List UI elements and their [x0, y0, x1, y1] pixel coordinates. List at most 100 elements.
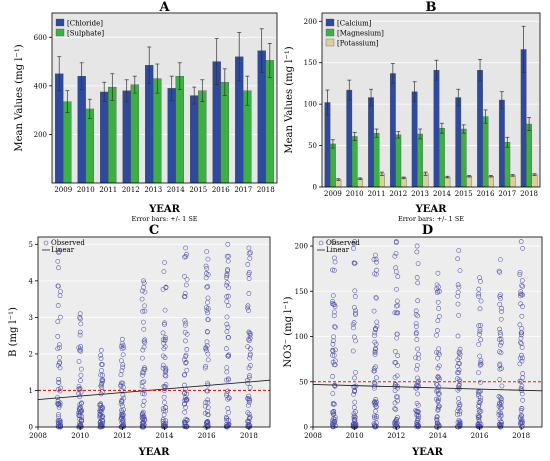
observed-point — [496, 394, 502, 399]
observed-point — [141, 413, 147, 419]
observed-point — [353, 312, 358, 318]
y-tick-label: 0 — [313, 184, 317, 192]
observed-point — [415, 313, 421, 319]
x-tick-label: 2013 — [411, 190, 429, 198]
observed-point — [352, 375, 357, 381]
observed-point — [100, 372, 105, 378]
x-tick-label: 2016 — [198, 432, 216, 440]
observed-point — [99, 362, 105, 367]
observed-point — [496, 337, 502, 342]
observed-point — [435, 328, 440, 333]
observed-point — [57, 402, 63, 408]
observed-point — [57, 388, 63, 394]
observed-point — [78, 424, 84, 429]
observed-point — [455, 289, 461, 295]
observed-point — [434, 414, 440, 420]
bar-sulphate-2011 — [108, 86, 117, 184]
y-axis-label: NO3⁻ (mg l⁻¹) — [283, 296, 294, 367]
observed-point-max — [456, 248, 462, 253]
observed-point — [162, 307, 168, 313]
observed-point — [99, 368, 104, 373]
observed-point — [205, 405, 211, 410]
observed-point — [246, 337, 251, 342]
observed-point — [182, 401, 187, 407]
observed-point — [161, 394, 167, 400]
observed-point — [497, 395, 503, 400]
observed-point — [519, 391, 525, 397]
observed-point — [183, 397, 189, 402]
observed-point — [393, 269, 399, 275]
observed-point — [329, 418, 335, 424]
observed-point — [373, 327, 378, 333]
bar-potassium-2015 — [466, 176, 473, 188]
observed-point — [184, 367, 190, 373]
observed-point — [98, 401, 104, 407]
y-tick-label: 100 — [304, 101, 317, 109]
observed-point — [120, 416, 126, 422]
observed-point — [56, 412, 61, 417]
observed-point — [139, 370, 145, 376]
observed-point — [162, 335, 168, 340]
observed-point — [455, 301, 461, 307]
bar-sulphate-2016 — [220, 82, 230, 184]
observed-point — [141, 398, 147, 404]
observed-point — [183, 404, 188, 410]
observed-point — [225, 353, 231, 359]
observed-point — [182, 318, 188, 323]
observed-point — [161, 412, 167, 418]
observed-point — [372, 333, 377, 338]
bar-magnesium-2017 — [504, 142, 511, 188]
observed-point — [457, 408, 463, 414]
observed-point — [436, 375, 442, 381]
observed-point — [498, 397, 504, 403]
observed-point — [99, 377, 105, 383]
observed-point — [518, 421, 524, 427]
observed-point — [76, 345, 82, 351]
observed-point-max — [414, 243, 420, 249]
observed-point — [435, 288, 441, 294]
observed-point — [160, 330, 166, 336]
legend-label-observed: Observed — [326, 239, 360, 247]
observed-point — [476, 393, 482, 399]
observed-point-max — [77, 311, 83, 317]
observed-point — [374, 399, 379, 405]
observed-point — [100, 423, 106, 429]
observed-point — [224, 275, 229, 281]
observed-point — [394, 373, 400, 379]
observed-point — [184, 391, 190, 397]
legend-swatch — [55, 18, 65, 27]
observed-point — [414, 337, 420, 342]
observed-point — [395, 310, 401, 316]
bar-potassium-2016 — [488, 176, 494, 188]
bar-potassium-2017 — [509, 175, 516, 188]
observed-point — [475, 391, 481, 397]
observed-point — [517, 322, 523, 328]
observed-point — [497, 363, 503, 368]
observed-point — [477, 353, 483, 359]
observed-point — [457, 351, 463, 357]
observed-point — [163, 365, 169, 371]
observed-point — [394, 383, 400, 389]
observed-point — [519, 283, 524, 288]
y-tick-label: 200 — [295, 243, 308, 251]
x-tick-label: 2008 — [29, 432, 47, 440]
observed-point — [477, 362, 483, 368]
observed-point — [162, 355, 168, 361]
observed-point — [248, 331, 253, 337]
bar-chloride-2011 — [100, 91, 109, 184]
observed-point-max — [435, 270, 441, 276]
observed-point — [142, 308, 148, 314]
observed-point — [57, 400, 63, 406]
observed-point — [246, 308, 251, 313]
x-tick-label: 2012 — [387, 432, 405, 440]
observed-point — [224, 329, 230, 335]
observed-point — [499, 383, 505, 389]
observed-point — [520, 423, 525, 429]
x-tick-label: 2018 — [512, 432, 530, 440]
observed-point — [182, 372, 188, 377]
observed-point — [141, 326, 147, 332]
legend-label-linear: Linear — [326, 246, 350, 254]
observed-point — [142, 337, 148, 343]
observed-point — [351, 405, 357, 410]
observed-point — [205, 399, 211, 405]
